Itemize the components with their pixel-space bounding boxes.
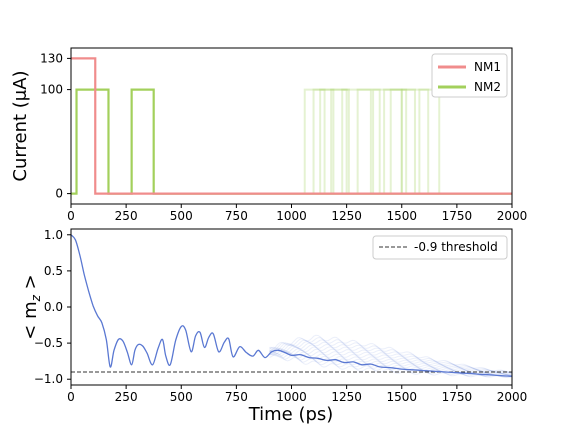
current-legend: NM1 NM2	[431, 53, 508, 98]
x-tick-label: 0	[67, 390, 75, 404]
mz-y-axis-label: < mz >	[20, 274, 43, 339]
x-tick-label: 500	[170, 390, 193, 404]
x-tick-label: 1250	[331, 390, 362, 404]
x-tick-label: 500	[170, 209, 193, 223]
y-tick-label: −0.5	[34, 336, 63, 350]
current-x-ticks: 0 250 500 750 1000 1250 1500 1750 2000	[67, 204, 527, 223]
legend-label-nm2: NM2	[474, 80, 501, 94]
current-series-lines	[71, 57, 512, 195]
ensemble-trace-9	[269, 342, 512, 374]
ensemble-trace-10	[269, 341, 512, 374]
ensemble-trace-1	[269, 351, 512, 378]
faint-pulse-7	[383, 88, 408, 194]
magnetization-y-ticks: −1.0 −0.5 0.0 0.5 1.0	[34, 228, 71, 386]
faint-pulse-10	[418, 88, 441, 194]
faint-pulse-8	[389, 88, 416, 194]
x-tick-label: 750	[225, 209, 248, 223]
faint-pulse-1	[312, 88, 335, 194]
current-y-ticks: 0 100 130	[40, 51, 71, 201]
x-tick-label: 2000	[497, 390, 528, 404]
ensemble-trace-6	[269, 348, 512, 376]
faint-pulse-5	[356, 88, 381, 194]
x-tick-label: 750	[225, 390, 248, 404]
x-tick-label: 250	[115, 209, 138, 223]
faint-pulse-0	[303, 88, 326, 194]
y-tick-label: 0.5	[44, 264, 63, 278]
faint-pulse-9	[400, 88, 430, 194]
y-tick-label: 100	[40, 83, 63, 97]
y-tick-label: 1.0	[44, 228, 63, 242]
y-tick-label: 0	[55, 187, 63, 201]
ensemble-trace-4	[269, 350, 512, 377]
mz-curve	[71, 234, 512, 377]
faint-pulse-traces	[303, 88, 441, 194]
y-tick-label: −1.0	[34, 372, 63, 386]
current-y-axis-label: Current (μA)	[10, 70, 31, 181]
x-tick-label: 1750	[442, 209, 473, 223]
current-panel: 0 250 500 750 1000 1250 1500 1750 2000 0 100 130 C…	[10, 47, 527, 223]
threshold-legend: -0.9 threshold	[372, 235, 508, 260]
series-line-nm1	[71, 57, 512, 195]
faint-pulse-4	[341, 88, 372, 194]
ensemble-trace-11	[269, 339, 512, 374]
y-tick-label: 130	[40, 51, 63, 65]
x-tick-label: 1250	[331, 209, 362, 223]
x-tick-label: 1000	[276, 390, 307, 404]
magnetization-panel: 0 250 500 750 1000 1250 1500 1750 2000 −1.0 −0.5 0…	[20, 228, 527, 425]
x-tick-label: 1750	[442, 390, 473, 404]
ensemble-trace-5	[269, 349, 512, 377]
x-tick-label: 0	[67, 209, 75, 223]
x-tick-label: 1000	[276, 209, 307, 223]
ensemble-trace-7	[269, 346, 512, 376]
ensemble-trace-0	[269, 352, 512, 379]
faint-pulse-2	[319, 88, 348, 194]
threshold-legend-box	[372, 235, 508, 260]
faint-pulse-3	[330, 88, 350, 194]
x-tick-label: 250	[115, 390, 138, 404]
magnetization-x-ticks: 0 250 500 750 1000 1250 1500 1750 2000	[67, 385, 527, 404]
faint-pulse-6	[372, 88, 403, 194]
ensemble-trace-8	[269, 344, 512, 375]
time-x-axis-label: Time (ps)	[248, 404, 334, 425]
x-tick-label: 1500	[386, 209, 417, 223]
legend-label-nm1: NM1	[474, 60, 501, 74]
ensemble-trace-12	[269, 337, 512, 374]
x-tick-label: 1500	[386, 390, 417, 404]
ensemble-trace-13	[269, 334, 512, 373]
threshold-legend-label: -0.9 threshold	[414, 240, 498, 254]
x-tick-label: 2000	[497, 209, 528, 223]
y-tick-label: 0.0	[44, 300, 63, 314]
